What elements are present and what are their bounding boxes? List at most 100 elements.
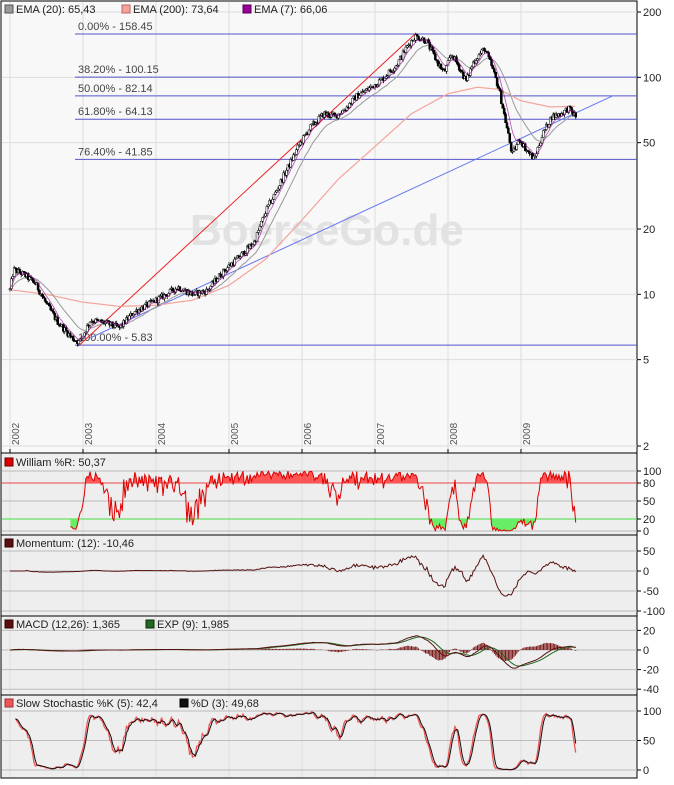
candle <box>238 256 242 259</box>
candle <box>133 311 137 315</box>
candle <box>18 269 22 273</box>
candle <box>251 244 255 247</box>
fib-label: 50.00% - 82.14 <box>78 83 153 95</box>
candle <box>359 92 363 96</box>
x-tick-label-2003: 2003 <box>84 422 95 445</box>
candle <box>292 154 295 161</box>
legend-swatch-ema7 <box>242 4 252 14</box>
candle <box>568 105 572 108</box>
y-tick-label-10: 10 <box>643 289 655 301</box>
legend-swatch-macd <box>4 619 14 629</box>
ema7-line <box>9 39 576 340</box>
legend-momentum: Momentum: (12): -10,46 <box>16 538 134 550</box>
y-tick-label-100: 100 <box>643 706 661 718</box>
candle <box>132 313 135 317</box>
candle <box>53 313 57 320</box>
candle <box>491 65 495 70</box>
candle <box>286 164 290 171</box>
candle <box>488 56 492 60</box>
candle <box>460 70 464 73</box>
y-tick-label--100: -100 <box>643 606 665 618</box>
candle <box>49 305 52 311</box>
fib-label: 38.20% - 100.15 <box>78 64 159 76</box>
candle <box>490 59 493 66</box>
candle <box>574 112 577 118</box>
stochastic-legend: Slow Stochastic %K (5): 42,4 %D (3): 49,… <box>4 698 259 710</box>
candle <box>296 144 300 150</box>
candle <box>38 289 41 295</box>
candle <box>436 60 440 67</box>
candle <box>483 48 486 52</box>
x-tick-label-2004: 2004 <box>157 422 168 445</box>
legend-swatch-exp <box>145 619 155 629</box>
candle <box>384 76 388 79</box>
candle <box>219 273 222 278</box>
legend-swatch-williams <box>4 457 14 467</box>
y-tick-label-50: 50 <box>643 736 655 748</box>
candle <box>387 69 391 76</box>
candle <box>428 41 431 50</box>
candle <box>363 90 367 93</box>
y-tick-label-80: 80 <box>643 478 655 490</box>
candle <box>431 46 434 51</box>
candle <box>379 78 382 81</box>
candle <box>50 309 54 312</box>
candle <box>393 67 396 72</box>
stochastic-panel <box>0 694 638 779</box>
candle <box>494 71 497 79</box>
candle <box>258 225 262 231</box>
candle <box>397 59 401 66</box>
candle <box>570 106 573 112</box>
candle <box>11 276 15 280</box>
candle <box>549 116 552 125</box>
candle <box>540 137 544 144</box>
red-trendline <box>79 33 416 346</box>
candle <box>42 296 45 299</box>
candle <box>457 64 461 71</box>
candle <box>538 145 541 148</box>
candle <box>293 154 297 156</box>
candle <box>445 65 448 72</box>
candle <box>500 90 503 105</box>
candle <box>511 150 514 153</box>
candle <box>442 68 446 71</box>
candle <box>392 70 395 73</box>
candle <box>472 61 475 68</box>
candle <box>279 179 283 186</box>
candle <box>69 333 72 337</box>
macd-panel <box>0 615 638 696</box>
candle <box>351 97 354 105</box>
candle <box>226 267 229 272</box>
candle <box>276 188 280 191</box>
y-tick-label-50: 50 <box>643 496 655 508</box>
x-tick-label-2005: 2005 <box>230 422 241 445</box>
candle <box>319 115 322 117</box>
y-tick-label-50: 50 <box>643 546 655 558</box>
legend-swatch-stoch-k <box>4 698 14 708</box>
candle <box>178 286 182 292</box>
fib-label: 76.40% - 41.85 <box>78 146 153 158</box>
candle <box>432 50 436 55</box>
candle <box>417 35 420 41</box>
main-legend: EMA (20): 65,43 EMA (200): 73,64 EMA (7)… <box>4 4 327 16</box>
candle <box>45 301 48 304</box>
y-tick-label-20: 20 <box>643 224 655 236</box>
williams-oversold-fill <box>70 519 576 531</box>
candle <box>406 45 409 48</box>
y-tick-label-200: 200 <box>643 7 661 19</box>
candle <box>147 301 151 307</box>
candle <box>533 155 537 158</box>
candle <box>94 318 97 323</box>
candle <box>532 155 535 160</box>
candle <box>192 294 196 296</box>
main-panel <box>0 0 638 454</box>
candle <box>261 217 264 222</box>
legend-swatch-momentum <box>4 538 14 548</box>
candle <box>480 49 483 54</box>
candle <box>43 297 47 302</box>
candle <box>415 34 419 37</box>
y-tick-label-100: 100 <box>643 466 661 478</box>
y-tick-label--40: -40 <box>643 684 659 696</box>
candle <box>224 270 228 273</box>
